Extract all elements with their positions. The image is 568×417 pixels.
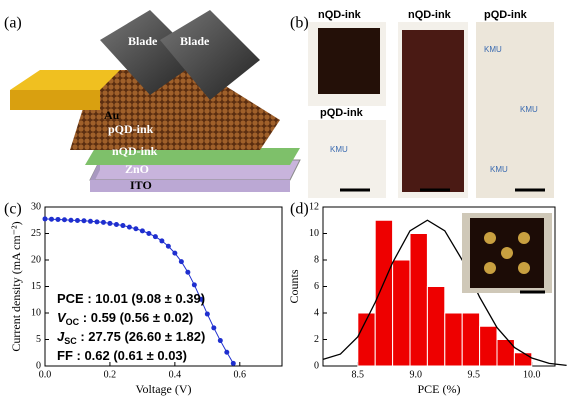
- blade-label: Blade: [180, 34, 210, 48]
- annotation: VOC : 0.59 (0.56 ± 0.02): [57, 310, 193, 327]
- y-tick-label: 25: [31, 228, 41, 239]
- y-tick-label: 5: [36, 334, 41, 345]
- inset-electrode: [501, 247, 513, 259]
- x-tick-label: 8.5: [352, 369, 365, 380]
- annotation-text: : 27.75 (26.60 ± 1.82): [77, 329, 206, 344]
- x-tick-label: 0.4: [169, 369, 182, 380]
- photo-label: nQD-ink: [408, 9, 452, 21]
- pqd-label: pQD-ink: [108, 122, 154, 136]
- y-tick-label: 0: [36, 360, 41, 371]
- bar: [374, 219, 394, 367]
- ito-label: ITO: [130, 178, 152, 192]
- annotation-text: : 0.59 (0.56 ± 0.02): [79, 310, 193, 325]
- film: [318, 28, 380, 94]
- bar: [513, 352, 533, 367]
- y-axis-label: Current density (mA cm⁻²): [9, 221, 23, 351]
- bar: [392, 259, 411, 367]
- inset-electrode: [484, 262, 496, 274]
- zno-label: ZnO: [125, 162, 149, 176]
- x-tick-label: 0.2: [104, 369, 117, 380]
- inset-electrode: [518, 262, 530, 274]
- plot-frame: [44, 206, 283, 367]
- photo-label: pQD-ink: [484, 9, 528, 21]
- annotation-text: : 10.01 (9.08 ± 0.39): [84, 291, 205, 306]
- curve: [44, 218, 234, 364]
- bar: [496, 339, 515, 367]
- panel-a: (a) Blade Blade Au pQD-ink nQD-ink ZnO I…: [4, 10, 301, 192]
- photo-label: pQD-ink: [320, 107, 364, 119]
- y-tick-label: 6: [314, 281, 319, 292]
- fit-curve: [322, 219, 567, 366]
- bar: [444, 312, 463, 367]
- x-tick-label: 10.0: [523, 369, 541, 380]
- y-tick-label: 8: [314, 254, 319, 265]
- annotation-text: : 0.62 (0.61 ± 0.03): [73, 348, 187, 363]
- y-tick-label: 10: [309, 228, 319, 239]
- y-tick-label: 12: [309, 201, 319, 212]
- y-tick-label: 2: [314, 334, 319, 345]
- panel-label: (a): [4, 15, 22, 32]
- photo-label: nQD-ink: [318, 9, 362, 21]
- annotation: PCE : 10.01 (9.08 ± 0.39): [57, 291, 205, 306]
- inset-electrode: [484, 232, 496, 244]
- au-front: [10, 90, 100, 110]
- bar: [461, 312, 481, 367]
- y-tick-label: 15: [31, 281, 41, 292]
- film: [402, 30, 464, 192]
- watermark: KMU: [490, 165, 508, 174]
- annotation-symbol: V: [57, 310, 67, 325]
- annotation: JSC : 27.75 (26.60 ± 1.82): [57, 329, 205, 346]
- y-axis-label: Counts: [287, 269, 301, 303]
- x-tick-label: 0.6: [234, 369, 247, 380]
- annotation-symbol: FF: [57, 348, 73, 363]
- watermark: KMU: [520, 105, 538, 114]
- photo: [476, 22, 554, 198]
- annotation-subscript: SC: [64, 336, 77, 346]
- blade: [100, 10, 200, 95]
- x-tick-label: 9.5: [468, 369, 481, 380]
- ito-front: [90, 180, 290, 192]
- y-tick-label: 4: [314, 307, 319, 318]
- panel-label: (d): [290, 201, 309, 218]
- nqd-label: nQD-ink: [112, 144, 158, 158]
- x-axis-label: PCE (%): [418, 382, 461, 396]
- au-label: Au: [104, 108, 120, 122]
- inset-electrode: [518, 232, 530, 244]
- blade: [160, 10, 260, 100]
- blade-label: Blade: [128, 34, 158, 48]
- watermark: KMU: [484, 45, 502, 54]
- annotation-subscript: OC: [66, 317, 80, 327]
- panel-b: (b) nQD-ink nQD-ink pQD-ink pQD-ink KMU …: [290, 9, 554, 198]
- x-tick-label: 9.0: [410, 369, 423, 380]
- panel-label: (c): [4, 201, 22, 218]
- zno-layer: [85, 148, 300, 165]
- panel-label: (b): [290, 15, 309, 32]
- watermark: KMU: [330, 145, 348, 154]
- y-tick-label: 30: [31, 201, 41, 212]
- bar: [426, 286, 446, 367]
- x-axis-label: Voltage (V): [135, 382, 191, 396]
- y-tick-label: 0: [314, 360, 319, 371]
- bar: [479, 325, 498, 367]
- annotation: FF : 0.62 (0.61 ± 0.03): [57, 348, 187, 363]
- y-tick-label: 20: [31, 254, 41, 265]
- y-tick-label: 10: [31, 307, 41, 318]
- photo: [308, 120, 386, 198]
- annotation-symbol: J: [57, 329, 65, 344]
- au-top: [10, 70, 120, 90]
- annotation-symbol: PCE: [57, 291, 84, 306]
- bar: [409, 233, 428, 367]
- x-tick-label: 0.0: [39, 369, 52, 380]
